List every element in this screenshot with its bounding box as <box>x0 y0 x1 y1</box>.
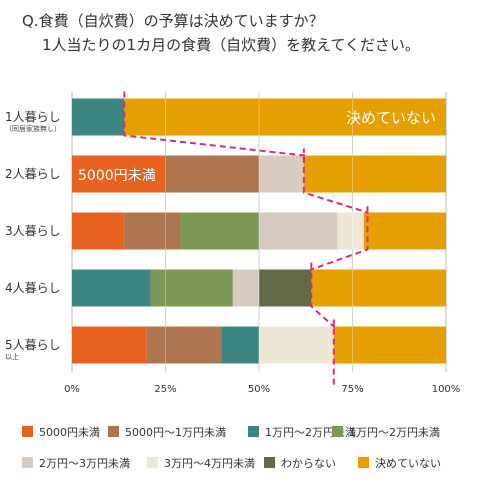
legend-label-4: 1万円〜2万円未満 <box>349 426 440 439</box>
x-tick-label-4: 75% <box>341 384 363 395</box>
bar-5000to10000-row2 <box>165 155 259 193</box>
annotation-label-1: 決めていない <box>346 109 436 127</box>
legend-label-1: 5000円未満 <box>39 426 100 439</box>
bar-undecided-row1 <box>124 98 447 136</box>
chart-title-line2: 1人当たりの1カ月の食費（自炊費）を教えてください。 <box>42 36 420 54</box>
category-label-3: 3人暮らし <box>5 224 61 238</box>
legend-swatch-5 <box>22 457 33 468</box>
bar-20000s-row3 <box>180 212 259 250</box>
category-sublabel-1: （同居家族無し） <box>5 124 61 133</box>
x-tick-label-2: 25% <box>154 384 176 395</box>
legend-swatch-8 <box>358 457 369 468</box>
undecided-boundary-dashed-line <box>123 91 369 386</box>
legend-label-8: 決めていない <box>375 457 441 470</box>
bar-20000s-row4 <box>150 269 233 307</box>
category-sublabel-5: 以上 <box>5 352 19 361</box>
category-label-2: 2人暮らし <box>5 167 61 181</box>
category-label-4: 4人暮らし <box>5 281 61 295</box>
bar-undecided-row4 <box>311 269 446 307</box>
legend-swatch-3 <box>248 426 259 437</box>
legend-swatch-1 <box>22 426 33 437</box>
legend-label-7: わからない <box>281 457 336 470</box>
legend-label-2: 5000円〜1万円未満 <box>125 426 226 439</box>
x-tick-label-1: 0% <box>64 384 80 395</box>
category-label-1: 1人暮らし <box>5 110 61 124</box>
bar-lt5000-row2 <box>72 155 166 193</box>
legend-swatch-2 <box>108 426 119 437</box>
bar-undecided-row3 <box>363 212 446 250</box>
legend-label-6: 3万円〜4万円未満 <box>164 457 255 470</box>
bar-5000to10000-row5 <box>146 326 222 364</box>
bar-40000s-row3 <box>337 212 364 250</box>
bar-lt5000-row3 <box>72 212 125 250</box>
chart-title-line1: Q.食費（自炊費）の予算は決めていますか？ <box>22 12 324 30</box>
legend-swatch-6 <box>147 457 158 468</box>
bar-10000s-row4 <box>72 269 151 307</box>
legend-swatch-4 <box>332 426 343 437</box>
legend-swatch-7 <box>264 457 275 468</box>
bar-unknown-row4 <box>259 269 312 307</box>
bar-30000s-row2 <box>259 155 304 193</box>
bar-30000s-row4 <box>232 269 259 307</box>
bar-30000s-row3 <box>259 212 338 250</box>
x-tick-label-5: 100% <box>432 384 461 395</box>
bar-10000s-row5 <box>221 326 259 364</box>
bar-undecided-row2 <box>303 155 446 193</box>
annotation-label-2: 5000円未満 <box>78 168 156 184</box>
x-tick-label-3: 50% <box>248 384 270 395</box>
bar-10000s-row1 <box>72 98 125 136</box>
bar-5000to10000-row3 <box>124 212 181 250</box>
bar-40000s-row5 <box>259 326 334 364</box>
legend-label-5: 2万円〜3万円未満 <box>39 457 130 470</box>
bar-lt5000-row5 <box>72 326 147 364</box>
bar-undecided-row5 <box>333 326 446 364</box>
category-label-5: 5人暮らし <box>5 338 61 352</box>
